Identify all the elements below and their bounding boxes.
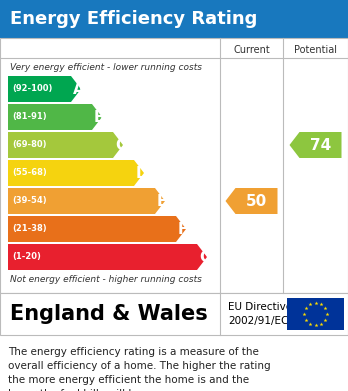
Text: (21-38): (21-38) xyxy=(12,224,47,233)
Text: (55-68): (55-68) xyxy=(12,169,47,178)
Text: 74: 74 xyxy=(310,138,331,152)
Polygon shape xyxy=(8,132,123,158)
Polygon shape xyxy=(8,104,102,130)
Text: Energy Efficiency Rating: Energy Efficiency Rating xyxy=(10,10,258,28)
Polygon shape xyxy=(290,132,341,158)
Bar xyxy=(0,38,348,293)
Text: B: B xyxy=(94,109,106,124)
Bar xyxy=(0,0,348,38)
Text: (69-80): (69-80) xyxy=(12,140,47,149)
Text: 50: 50 xyxy=(246,194,267,208)
Polygon shape xyxy=(8,160,144,186)
Text: F: F xyxy=(178,221,188,237)
Text: (92-100): (92-100) xyxy=(12,84,53,93)
Polygon shape xyxy=(226,188,277,214)
Text: G: G xyxy=(199,249,212,264)
Text: EU Directive: EU Directive xyxy=(228,302,292,312)
Text: Very energy efficient - lower running costs: Very energy efficient - lower running co… xyxy=(10,63,202,72)
Text: (39-54): (39-54) xyxy=(12,197,47,206)
Bar xyxy=(287,298,344,330)
Polygon shape xyxy=(8,216,186,242)
Text: the more energy efficient the home is and the: the more energy efficient the home is an… xyxy=(8,375,249,385)
Text: C: C xyxy=(115,138,126,152)
Text: (81-91): (81-91) xyxy=(12,113,47,122)
Text: D: D xyxy=(136,165,149,181)
Text: (1-20): (1-20) xyxy=(12,253,41,262)
Polygon shape xyxy=(8,76,81,102)
Text: Current: Current xyxy=(233,45,270,55)
Text: The energy efficiency rating is a measure of the: The energy efficiency rating is a measur… xyxy=(8,347,259,357)
Text: overall efficiency of a home. The higher the rating: overall efficiency of a home. The higher… xyxy=(8,361,271,371)
Text: Potential: Potential xyxy=(294,45,337,55)
Text: Not energy efficient - higher running costs: Not energy efficient - higher running co… xyxy=(10,276,202,285)
Bar xyxy=(0,293,348,335)
Text: 2002/91/EC: 2002/91/EC xyxy=(228,316,288,326)
Text: E: E xyxy=(157,194,167,208)
Text: lower the fuel bills will be.: lower the fuel bills will be. xyxy=(8,389,145,391)
Polygon shape xyxy=(8,244,207,270)
Text: England & Wales: England & Wales xyxy=(10,304,208,324)
Text: A: A xyxy=(73,81,85,97)
Polygon shape xyxy=(8,188,165,214)
